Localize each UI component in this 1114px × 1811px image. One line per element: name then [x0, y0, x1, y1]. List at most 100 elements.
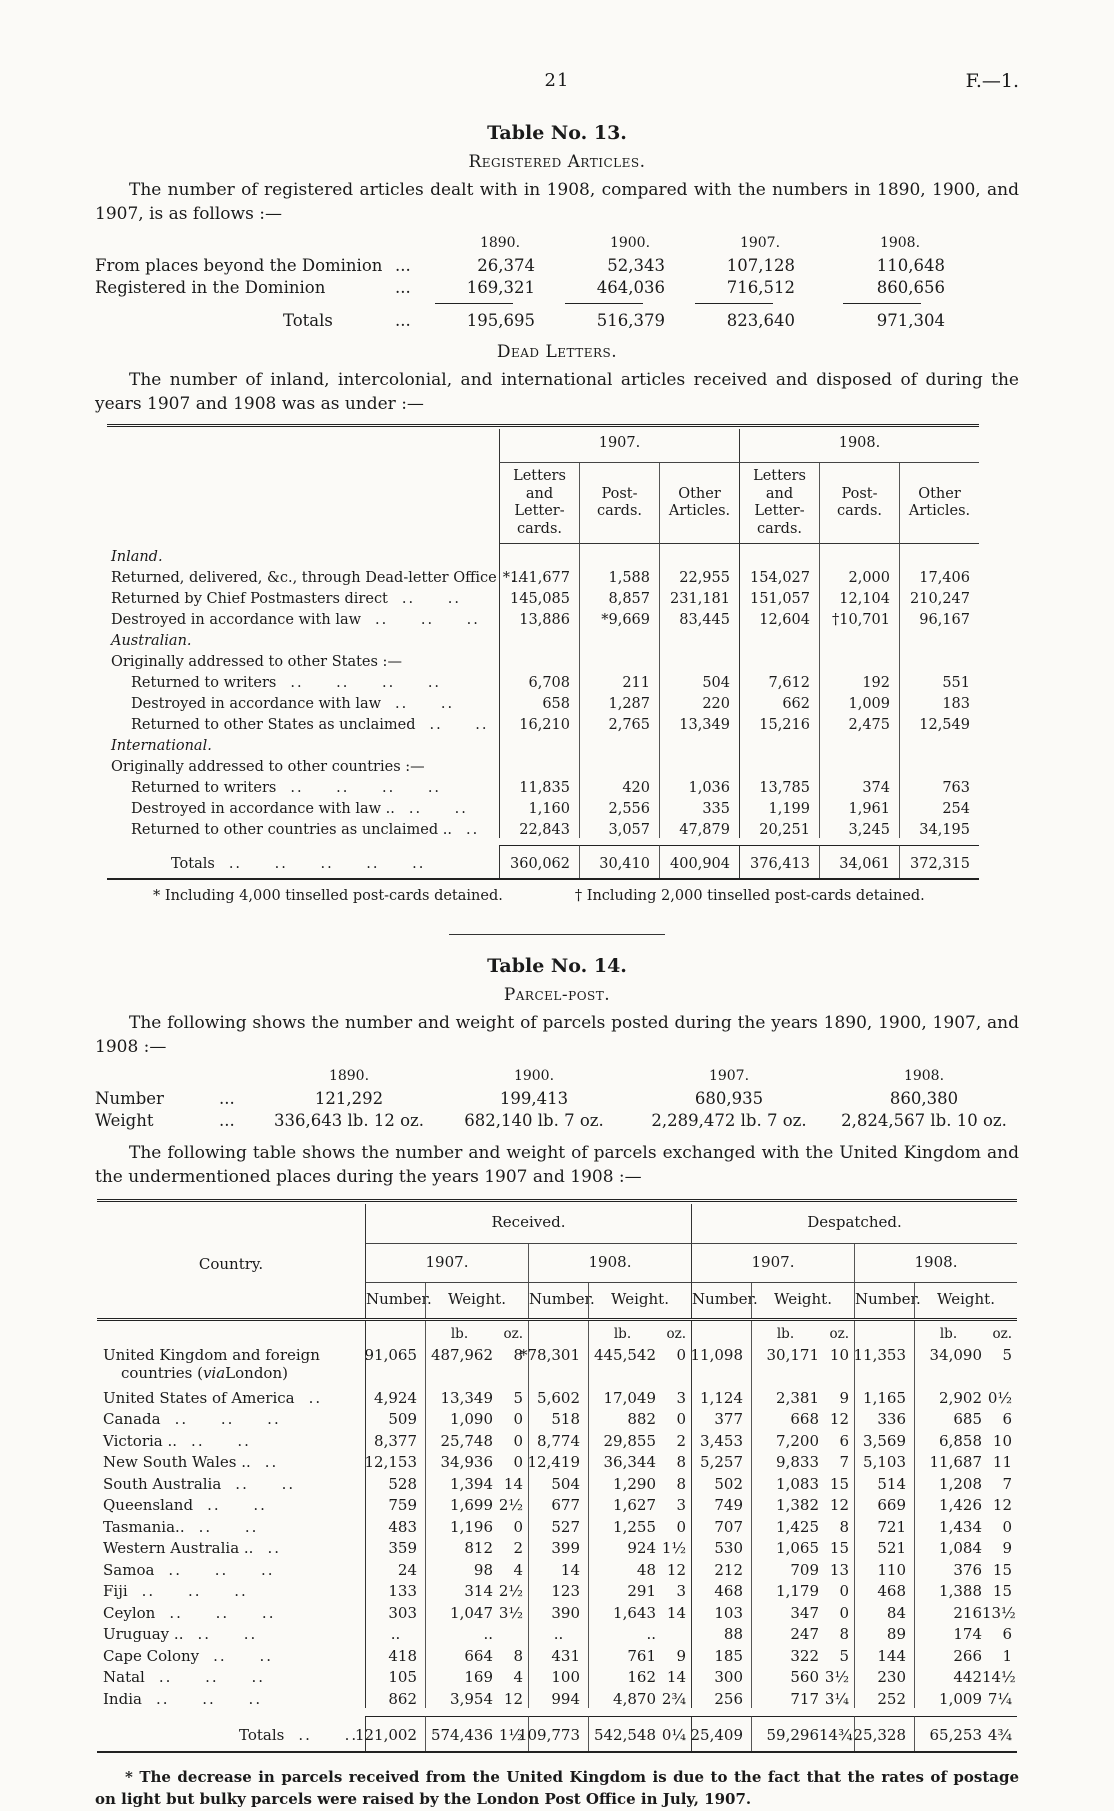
- number-cell: 721: [854, 1514, 914, 1536]
- number-cell: 12,419: [528, 1449, 588, 1472]
- number-cell: 390: [528, 1600, 588, 1622]
- weight-cell: 65,253 4¾: [914, 1715, 1017, 1752]
- weight-lb: 664: [464, 1646, 493, 1665]
- number-cell: 530: [691, 1535, 751, 1558]
- number-cell: 256: [691, 1686, 751, 1708]
- weight-oz: 14¾: [819, 1726, 853, 1745]
- number-cell: 5,257: [691, 1449, 751, 1472]
- value-cell: [499, 732, 579, 754]
- weight-lb: 2,902: [939, 1388, 982, 1407]
- value-cell: [819, 627, 899, 649]
- value-cell: 22,955: [659, 564, 739, 586]
- weight-cell: 347 0: [751, 1600, 854, 1622]
- weight-lb: 169: [464, 1668, 493, 1687]
- group-header: Despatched.: [691, 1204, 1017, 1244]
- dl-section-row: International.: [107, 732, 979, 754]
- country-name: Samoa: [103, 1560, 155, 1579]
- weight-oz: 10: [992, 1431, 1012, 1450]
- weight-oz: 15: [829, 1539, 849, 1558]
- weight-lb: 761: [627, 1646, 656, 1665]
- weight-oz: 0: [676, 1517, 686, 1536]
- weight-oz: 12: [829, 1496, 849, 1515]
- weight-cell: 1,426 12: [914, 1492, 1017, 1515]
- totals-value: 823,640: [726, 311, 795, 331]
- number-cell: 527: [528, 1514, 588, 1536]
- number-cell: ..: [528, 1621, 588, 1644]
- weight-lb: 1,084: [939, 1539, 982, 1558]
- country-label: Queensland .. ..: [97, 1493, 365, 1514]
- number-cell: 418: [365, 1643, 425, 1665]
- parcel-stats-table: 1890. 1900. 1907. 1908. Number... 121,292 199,…: [95, 1065, 1019, 1131]
- dot-leader: .. .. ..: [174, 1410, 281, 1429]
- value-cell: [579, 543, 659, 565]
- spacer: [107, 429, 499, 463]
- weight-cell: 376 15: [914, 1557, 1017, 1579]
- country-name: United States of America: [103, 1388, 295, 1407]
- totals-row: Totals... 195,695 516,379 823,640 971,304: [95, 310, 1019, 331]
- spacer: [107, 463, 499, 544]
- value-cell: 30,410: [579, 844, 659, 878]
- number-cell: 84: [854, 1600, 914, 1622]
- weight-lb: 1,255: [613, 1517, 656, 1536]
- value-cell: [659, 627, 739, 649]
- number-cell: 230: [854, 1664, 914, 1687]
- year-header: 1908.: [528, 1243, 691, 1284]
- years-row: 1890. 1900. 1907. 1908.: [95, 232, 1019, 255]
- dl-year-row: 1907. 1908.: [107, 429, 979, 463]
- country-name: South Australia: [103, 1474, 222, 1493]
- pp-data-row: South Australia.. .. 528 1,394 14 504 1,290 8 5…: [97, 1471, 1017, 1493]
- value-cell: 860,380: [889, 1089, 959, 1109]
- spacer: [391, 298, 435, 308]
- year-header: 1907.: [691, 1243, 854, 1284]
- dot-leader: .. .. ..: [375, 611, 480, 628]
- weight-lb: lb.: [776, 1326, 795, 1343]
- weight-cell: 709 13: [751, 1557, 854, 1579]
- row-label: Returned, delivered, &c., through Dead-l…: [107, 565, 522, 586]
- weight-lb: lb.: [939, 1326, 958, 1343]
- dot-leader: .. ..: [198, 1517, 259, 1536]
- number-cell: 3,453: [691, 1428, 751, 1450]
- weight-lb: 174: [953, 1625, 982, 1644]
- weight-lb: 1,208: [939, 1474, 982, 1493]
- year-header: 1907.: [365, 1243, 528, 1284]
- weight-lb: 3,954: [450, 1689, 493, 1708]
- weight-oz: 1: [1002, 1646, 1012, 1665]
- number-cell: 749: [691, 1492, 751, 1515]
- number-cell: 514: [854, 1471, 914, 1493]
- number-cell: 359: [365, 1535, 425, 1558]
- value-cell: 11,835: [499, 774, 579, 796]
- number-cell: 11,353: [854, 1342, 914, 1364]
- weight-oz: 3½: [824, 1668, 849, 1687]
- weight-lb: 442: [953, 1668, 982, 1687]
- label2-pre: countries (: [121, 1363, 203, 1382]
- number-cell: 677: [528, 1492, 588, 1515]
- weight-cell: 266 1: [914, 1643, 1017, 1665]
- country-name: Victoria ..: [103, 1431, 178, 1450]
- footnote-asterisk: * Including 4,000 tinselled post-cards d…: [153, 887, 503, 904]
- dot-leader: .. .. ..: [141, 1582, 248, 1601]
- weight-cell: 1,179 0: [751, 1578, 854, 1601]
- value-cell: 2,556: [579, 795, 659, 817]
- weight-lb: 574,436: [430, 1726, 493, 1745]
- spacer: [365, 1363, 425, 1386]
- sum-rule-row: [95, 298, 1019, 308]
- value-cell: 47,879: [659, 816, 739, 838]
- value-cell: 2,765: [579, 711, 659, 733]
- weight-lb: 924: [627, 1539, 656, 1558]
- value-cell: [739, 732, 819, 754]
- section-heading: International.: [107, 733, 499, 754]
- spacer: [97, 1283, 365, 1318]
- number-cell: 399: [528, 1535, 588, 1558]
- units-cell: lb. oz.: [588, 1320, 691, 1343]
- number-cell: 11,098: [691, 1342, 751, 1364]
- spacer: [97, 1321, 365, 1343]
- number-cell: 759: [365, 1492, 425, 1515]
- weight-cell: 664 8: [425, 1643, 528, 1665]
- weight-cell: 216 13½: [914, 1600, 1017, 1622]
- dot-leader: .. .. ..: [168, 1560, 275, 1579]
- weight-lb: 1,290: [613, 1474, 656, 1493]
- dot-leader: .. ..: [235, 1474, 296, 1493]
- dot-leader: ..: [466, 821, 480, 838]
- value-cell: 1,961: [819, 795, 899, 817]
